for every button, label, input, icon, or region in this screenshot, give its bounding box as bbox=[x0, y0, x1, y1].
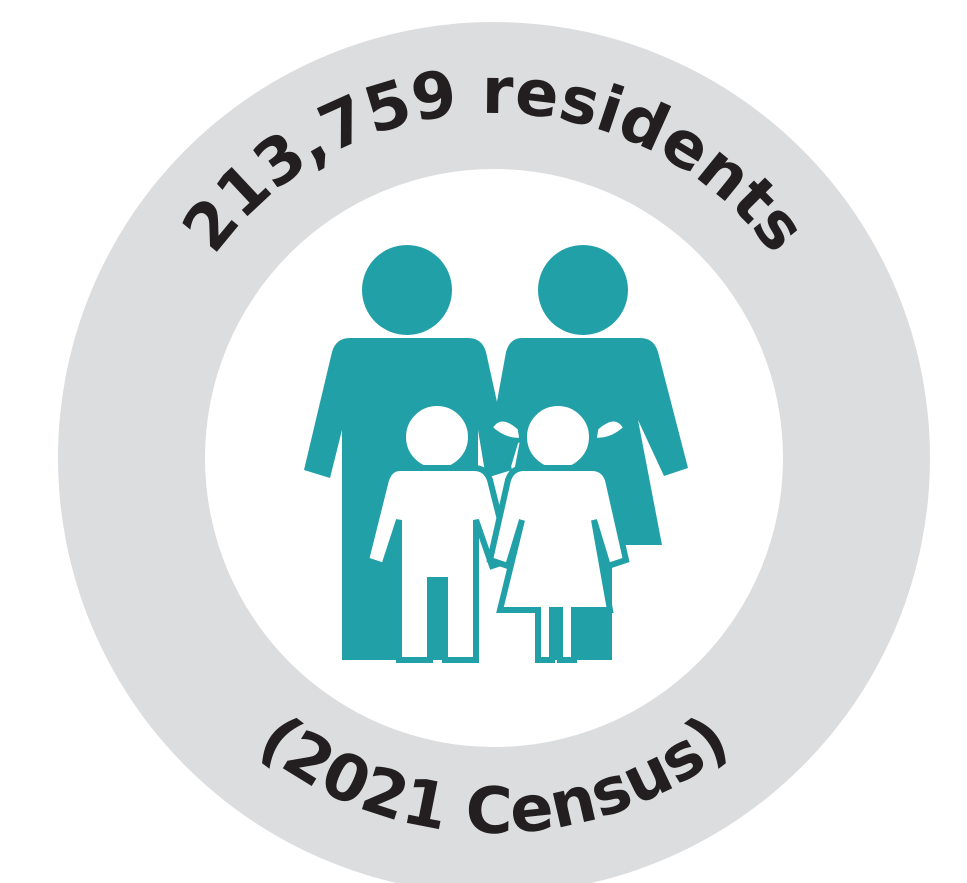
woman-head bbox=[538, 245, 628, 335]
boy-body bbox=[362, 465, 514, 663]
man-head bbox=[362, 245, 452, 335]
girl-pigtails bbox=[486, 416, 630, 443]
girl-body bbox=[486, 465, 630, 663]
girl-head bbox=[521, 400, 595, 474]
boy-head bbox=[400, 400, 474, 474]
family-icon bbox=[304, 245, 688, 663]
